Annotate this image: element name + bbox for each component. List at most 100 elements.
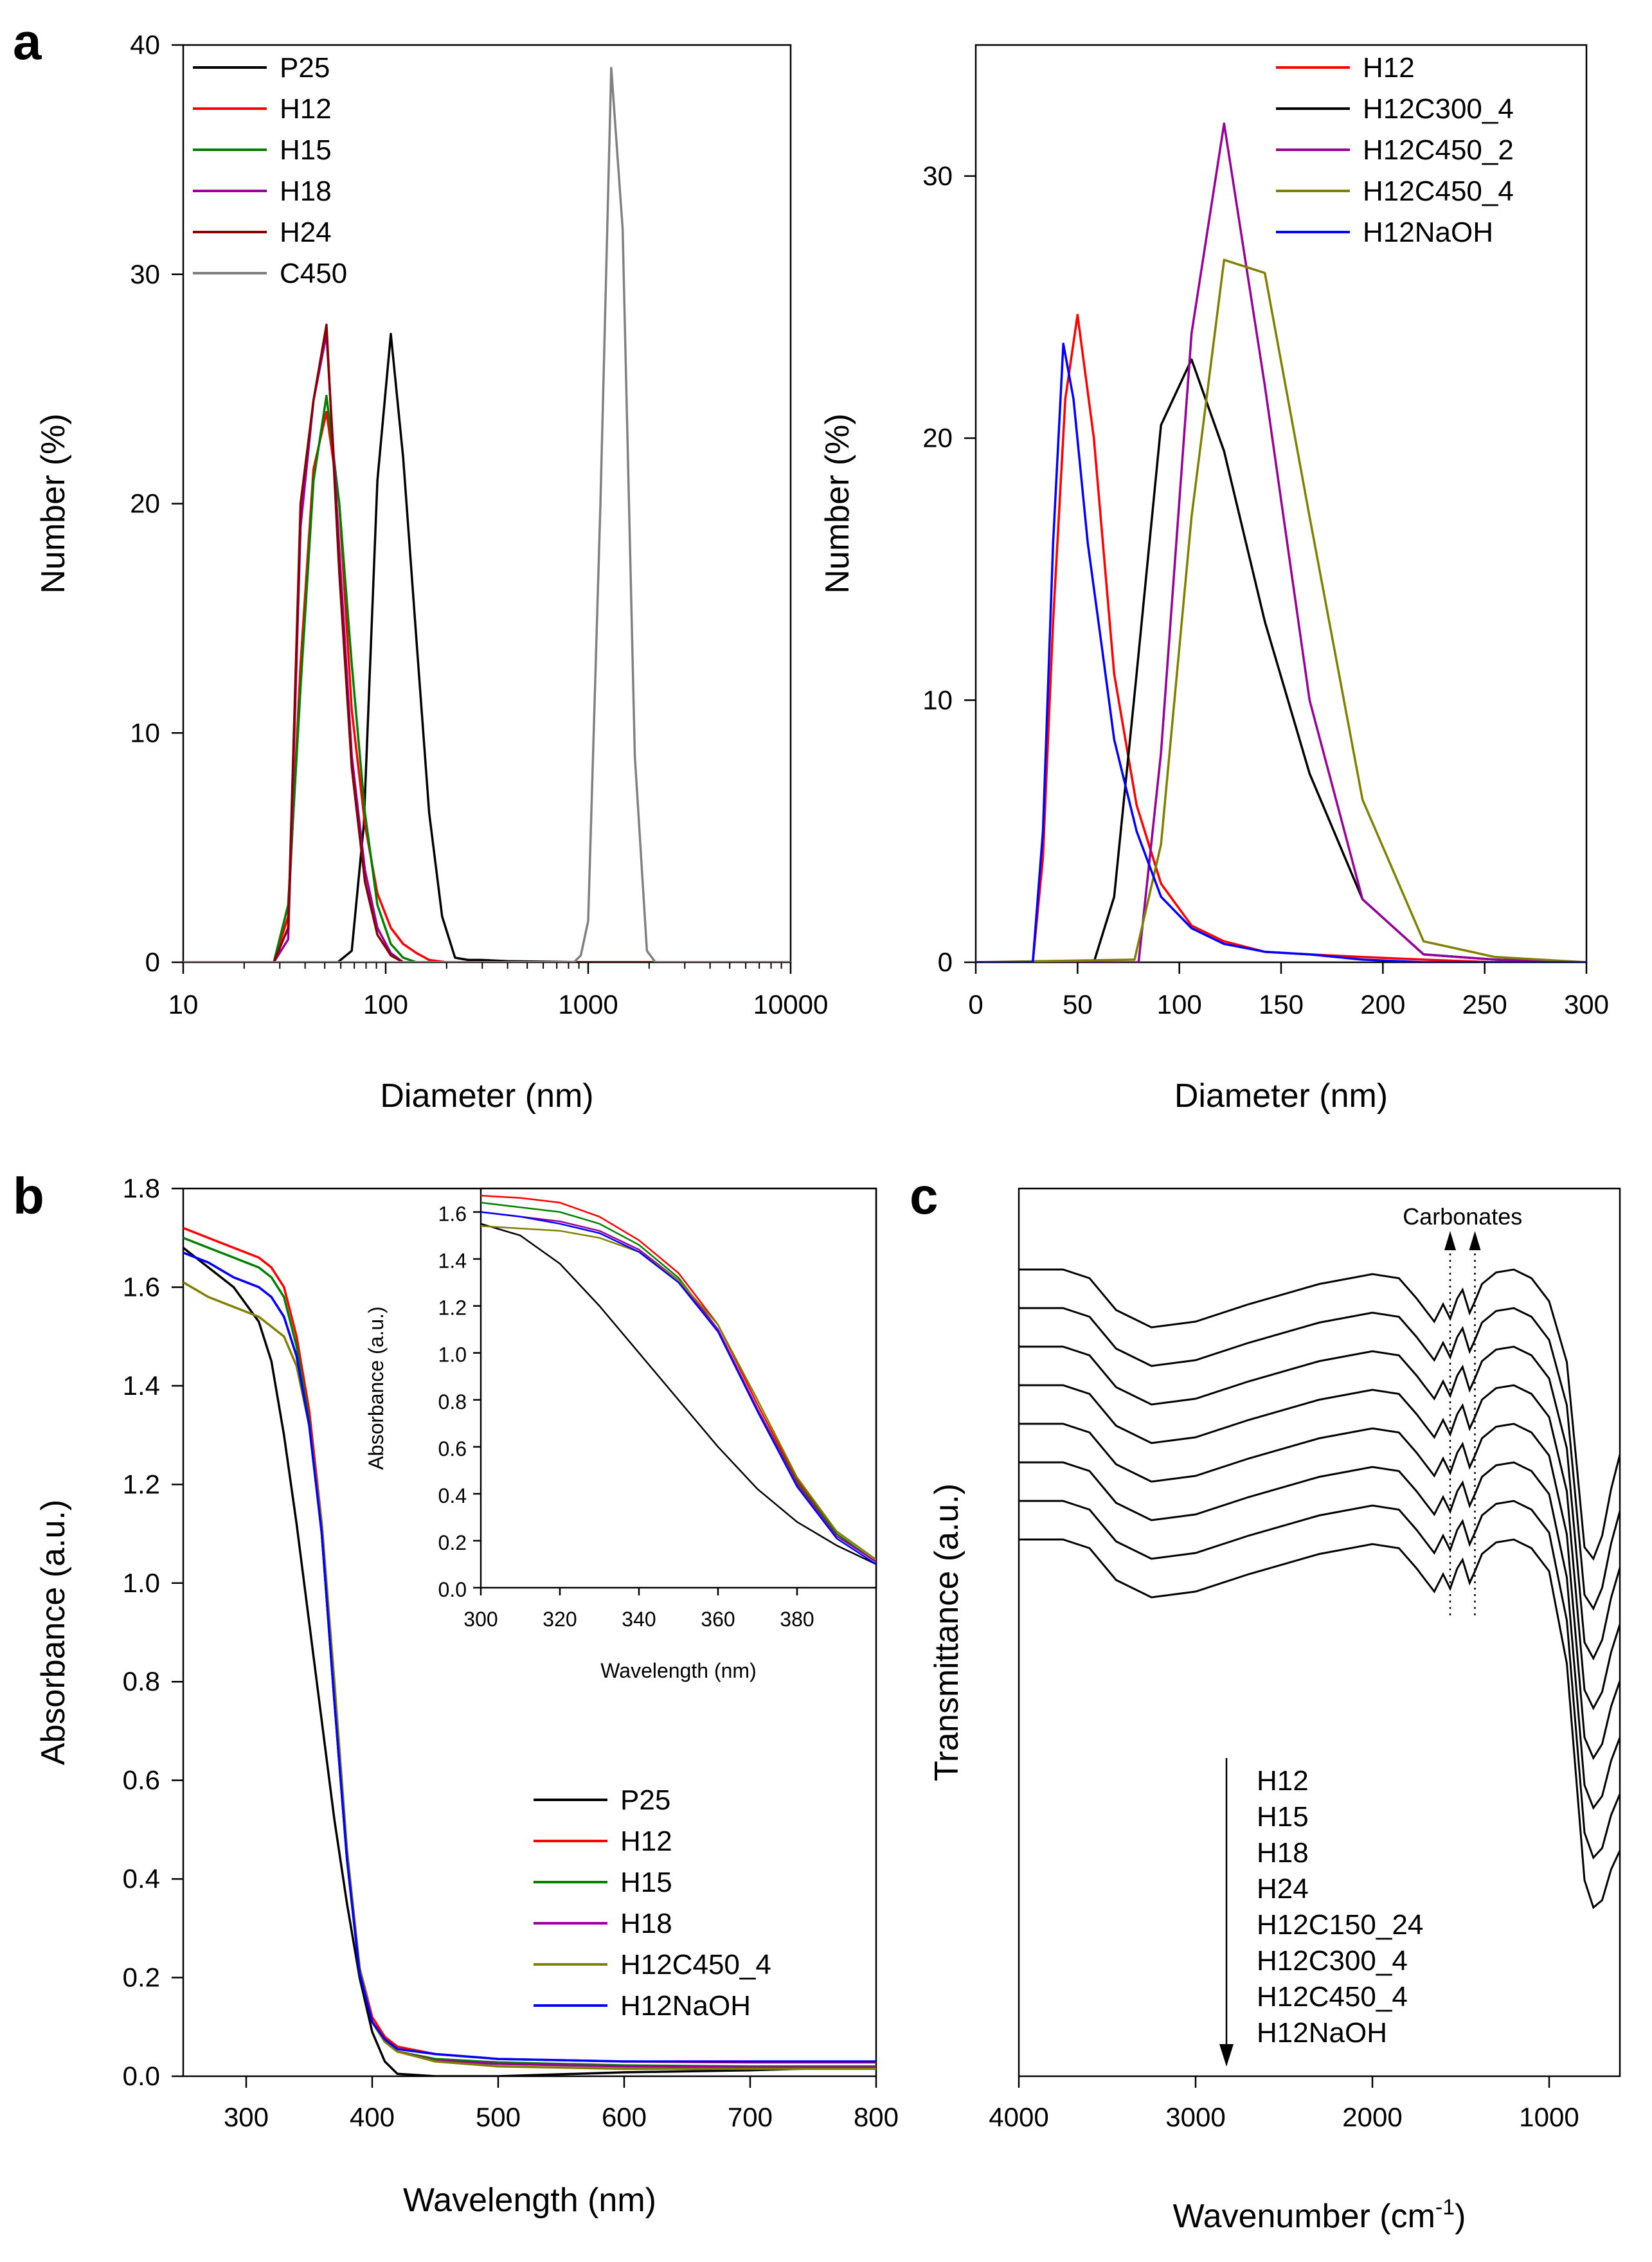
chart-c-spectrum-h12	[1019, 1268, 1620, 1561]
charts-layer: 10 100 1000 10000010203040P25H12H15H18H24C4…	[35, 30, 1621, 2235]
chart-b-inset-xlabel: Wavelength (nm)	[600, 1659, 756, 1682]
chart-c-annotation: Carbonates	[1403, 1203, 1522, 1230]
chart-c-spectrum-h18	[1019, 1345, 1620, 1661]
chart-a-right-legend-label: H12C450_2	[1363, 134, 1514, 166]
chart-b-inset-ytick-label: 1.6	[438, 1203, 467, 1226]
chart-c-legend-label: H12C150_24	[1257, 1909, 1423, 1941]
panel-letter-c: c	[910, 1167, 938, 1225]
chart-a-right-xtick-label: 150	[1259, 989, 1304, 1019]
chart-b-xtick-label: 400	[350, 2102, 395, 2132]
chart-a-right-legend-label: H12C300_4	[1363, 93, 1514, 125]
chart-b-xlabel: Wavelength (nm)	[403, 2182, 656, 2219]
chart-b-inset-ytick-label: 0.6	[438, 1437, 467, 1460]
chart-a-right-xtick-label: 200	[1360, 989, 1405, 1019]
chart-c-carbonate-arrow	[1469, 1231, 1481, 1250]
chart-a-left-series-h15	[183, 395, 791, 962]
chart-c-spectrum-h15	[1019, 1307, 1620, 1611]
chart-b-series-p25	[183, 1246, 876, 2076]
chart-a-right-series-h12c450_2	[976, 122, 1586, 962]
chart-c-spectrum-h12c150_24	[1019, 1423, 1620, 1761]
chart-a-left-xtick-label: 10000	[753, 989, 829, 1019]
chart-b-inset-series-h12naoh	[481, 1211, 876, 1565]
chart-a-left-series-p25	[183, 332, 791, 962]
chart-a-left-xtick-label: 100	[363, 989, 408, 1019]
chart-c-legend-label: H18	[1257, 1837, 1309, 1869]
chart-c-frame	[1018, 1187, 1621, 2078]
chart-b-ytick-label: 1.4	[123, 1370, 160, 1401]
chart-c-xtick-label: 1000	[1519, 2102, 1579, 2132]
chart-b-inset-xtick-label: 320	[543, 1608, 577, 1631]
chart-b-legend-label: H18	[620, 1908, 672, 1939]
chart-b-ytick-label: 1.2	[123, 1469, 160, 1499]
chart-a-right-xtick-label: 50	[1063, 989, 1093, 1019]
chart-b-inset: 300 320 340 360 380 0.0 0.2 0.4 0.6 0.8 1.0 1.2 1.4 1…	[364, 1187, 877, 1682]
chart-c-legend-label: H15	[1257, 1801, 1309, 1833]
chart-a-left-series-h12	[183, 411, 791, 962]
chart-a-right-legend-label: H12NaOH	[1363, 217, 1493, 248]
chart-b-inset-ytick-label: 0.2	[438, 1531, 467, 1554]
chart-a-left-frame	[182, 44, 792, 964]
chart-a-right-legend-label: H12C450_4	[1363, 175, 1514, 207]
chart-c-xtick-label: 3000	[1165, 2102, 1225, 2132]
chart-b-legend-label: H12C450_4	[620, 1949, 771, 1980]
chart-c-xtick-label: 2000	[1342, 2102, 1402, 2132]
chart-b-ytick-label: 1.6	[123, 1271, 160, 1302]
chart-c-xtick-label: 4000	[989, 2102, 1048, 2132]
chart-b-xtick-label: 300	[224, 2102, 269, 2132]
chart-a-left-series-h18	[183, 332, 791, 962]
chart-c-legend-label: H12	[1257, 1765, 1309, 1797]
chart-b-inset-series-h12c450_4	[481, 1225, 876, 1561]
chart-b: 300 400 500 600 700 800 0.0 0.2 0.4 0.6 0.8 1.0 1.2 1…	[35, 1173, 899, 2219]
chart-a-right-xtick-label: 300	[1564, 989, 1609, 1019]
chart-b-inset-ytick-label: 0.4	[438, 1484, 467, 1507]
chart-a-right-series-h12c450_4	[976, 258, 1586, 962]
chart-b-inset-ytick-label: 0.8	[438, 1390, 467, 1414]
chart-a-left-xtick-label: 1000	[558, 989, 618, 1019]
chart-a-left-series-h24	[183, 323, 791, 962]
chart-c-spectrum-h12c300_4	[1019, 1461, 1620, 1810]
chart-b-xtick-label: 600	[602, 2102, 647, 2132]
chart-b-ytick-label: 0.2	[123, 1962, 160, 1993]
chart-a-right: 0 50 100 150 200 250 300 0 10 20 30 H12 H12C300_4 H12…	[819, 44, 1609, 1115]
panel-letter-b: b	[13, 1167, 44, 1225]
chart-b-series-h12naoh	[183, 1252, 876, 2063]
chart-a-left-legend-label: P25	[280, 52, 330, 84]
chart-b-inset-series-h15	[481, 1201, 876, 1563]
chart-b-inset-frame	[480, 1187, 877, 1589]
chart-b-inset-bg	[481, 1189, 876, 1588]
chart-b-ylabel: Absorbance (a.u.)	[35, 1500, 72, 1765]
chart-b-inset-ytick-label: 1.4	[438, 1250, 467, 1273]
chart-c-spectrum-h12c450_4	[1019, 1500, 1620, 1860]
chart-b-ytick-label: 1.8	[123, 1173, 160, 1203]
chart-b-inset-ytick-label: 1.0	[438, 1343, 467, 1367]
chart-b-xtick-label: 700	[728, 2102, 773, 2132]
chart-a-left-legend-label: H18	[280, 175, 332, 207]
chart-a-left-ytick-label: 20	[130, 489, 160, 519]
chart-b-xtick-label: 800	[854, 2102, 899, 2132]
chart-a-right-series-h12naoh	[976, 343, 1586, 962]
chart-a-right-series-h12	[976, 314, 1586, 962]
chart-a-left-ytick-label: 40	[130, 30, 160, 60]
chart-a-left-legend-label: H24	[280, 217, 332, 248]
chart-a-left-legend-label: H12	[280, 93, 332, 125]
chart-c-legend-label: H12NaOH	[1257, 2017, 1387, 2049]
chart-b-ytick-label: 0.0	[123, 2061, 160, 2091]
chart-c-ylabel: Transmittance (a.u.)	[928, 1484, 965, 1781]
chart-a-left: 10 100 1000 10000 0 10 20 30 40 P25 H12 H15 H18 H24 C4…	[35, 30, 828, 1115]
chart-b-inset-xtick-label: 380	[780, 1608, 814, 1631]
chart-c-spectrum-h24	[1019, 1384, 1620, 1710]
chart-b-inset-ylabel: Absorbance (a.u.)	[364, 1306, 388, 1469]
chart-a-right-series-h12c300_4	[976, 358, 1586, 962]
chart-a-right-xtick-label: 100	[1157, 989, 1202, 1019]
chart-b-inset-xtick-label: 340	[622, 1608, 656, 1631]
chart-b-legend-label: H12	[620, 1826, 672, 1857]
chart-a-right-ytick-label: 30	[922, 161, 953, 191]
chart-a-left-ytick-label: 10	[130, 717, 160, 748]
chart-b-ytick-label: 0.8	[123, 1666, 160, 1696]
chart-b-inset-series-h12	[481, 1194, 876, 1561]
panel-letter-a: a	[13, 13, 42, 70]
chart-a-left-xlabel: Diameter (nm)	[380, 1077, 593, 1115]
chart-c-carbonate-arrow	[1444, 1231, 1456, 1250]
chart-a-right-xtick-label: 250	[1462, 989, 1507, 1019]
